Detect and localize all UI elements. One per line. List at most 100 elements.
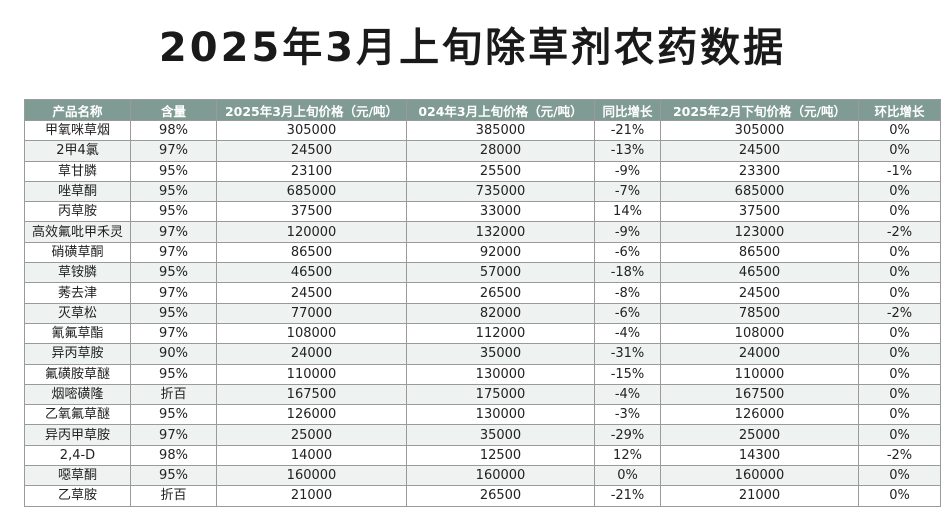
content-cell: 95% (130, 160, 217, 182)
yoy-growth-cell: -18% (594, 262, 661, 284)
table-row: 高效氟吡甲禾灵 97% 120000 132000 -9% 123000 -2% (24, 221, 941, 243)
price-2024-mar-early-cell: 92000 (406, 241, 595, 264)
content-cell: 98% (130, 444, 217, 467)
price-2025-mar-early-cell: 126000 (216, 404, 407, 426)
mom-growth-cell: 0% (858, 241, 941, 264)
table-row: 乙氧氟草醚 95% 126000 130000 -3% 126000 0% (24, 404, 941, 426)
table-row: 异丙草胺 90% 24000 35000 -31% 24000 0% (24, 343, 941, 365)
mom-growth-cell: 0% (858, 485, 941, 507)
product-name-cell: 灭草松 (24, 302, 131, 324)
yoy-growth-cell: -31% (594, 343, 661, 365)
product-name-cell: 草铵膦 (24, 262, 131, 284)
yoy-growth-cell: -15% (594, 363, 661, 385)
content-cell: 95% (130, 363, 217, 385)
header-price-2024-mar-early: 024年3月上旬价格（元/吨） (406, 99, 595, 121)
table-row: 2,4-D 98% 14000 12500 12% 14300 -2% (24, 444, 941, 467)
price-2025-feb-late-cell: 685000 (660, 180, 859, 203)
price-2025-mar-early-cell: 23100 (216, 160, 407, 182)
price-2024-mar-early-cell: 385000 (406, 119, 595, 142)
mom-growth-cell: 0% (858, 404, 941, 426)
price-2025-mar-early-cell: 77000 (216, 302, 407, 324)
mom-growth-cell: 0% (858, 140, 941, 162)
price-2025-mar-early-cell: 86500 (216, 241, 407, 264)
price-2024-mar-early-cell: 112000 (406, 322, 595, 345)
header-yoy-growth: 同比增长 (594, 99, 661, 121)
table-row: 丙草胺 95% 37500 33000 14% 37500 0% (24, 201, 941, 223)
price-2025-mar-early-cell: 21000 (216, 485, 407, 507)
product-name-cell: 硝磺草酮 (24, 241, 131, 264)
mom-growth-cell: 0% (858, 465, 941, 487)
content-cell: 97% (130, 221, 217, 243)
table-row: 2甲4氯 97% 24500 28000 -13% 24500 0% (24, 140, 941, 162)
content-cell: 97% (130, 322, 217, 345)
price-2024-mar-early-cell: 12500 (406, 444, 595, 467)
mom-growth-cell: 0% (858, 383, 941, 406)
content-cell: 95% (130, 262, 217, 284)
yoy-growth-cell: -6% (594, 302, 661, 324)
table-row: 烟嘧磺隆 折百 167500 175000 -4% 167500 0% (24, 383, 941, 406)
table-row: 草铵膦 95% 46500 57000 -18% 46500 0% (24, 262, 941, 284)
price-2024-mar-early-cell: 57000 (406, 262, 595, 284)
price-2024-mar-early-cell: 130000 (406, 404, 595, 426)
mom-growth-cell: 0% (858, 282, 941, 304)
product-name-cell: 异丙草胺 (24, 343, 131, 365)
header-content: 含量 (130, 99, 217, 121)
price-2025-feb-late-cell: 24500 (660, 282, 859, 304)
yoy-growth-cell: -8% (594, 282, 661, 304)
price-2025-feb-late-cell: 126000 (660, 404, 859, 426)
table-body: 甲氧咪草烟 98% 305000 385000 -21% 305000 0% 2甲4氯 97% 2… (24, 119, 941, 507)
mom-growth-cell: 0% (858, 322, 941, 345)
content-cell: 97% (130, 424, 217, 446)
content-cell: 95% (130, 302, 217, 324)
table-row: 氰氟草酯 97% 108000 112000 -4% 108000 0% (24, 322, 941, 345)
content-cell: 90% (130, 343, 217, 365)
mom-growth-cell: 0% (858, 262, 941, 284)
price-2025-feb-late-cell: 24000 (660, 343, 859, 365)
price-2025-feb-late-cell: 23300 (660, 160, 859, 182)
yoy-growth-cell: -4% (594, 383, 661, 406)
yoy-growth-cell: -13% (594, 140, 661, 162)
price-2025-feb-late-cell: 21000 (660, 485, 859, 507)
price-2025-feb-late-cell: 46500 (660, 262, 859, 284)
content-cell: 折百 (130, 383, 217, 406)
mom-growth-cell: -2% (858, 444, 941, 467)
price-2025-feb-late-cell: 160000 (660, 465, 859, 487)
price-2025-feb-late-cell: 123000 (660, 221, 859, 243)
content-cell: 折百 (130, 485, 217, 507)
product-name-cell: 氟磺胺草醚 (24, 363, 131, 385)
price-2025-feb-late-cell: 14300 (660, 444, 859, 467)
content-cell: 98% (130, 119, 217, 142)
price-2024-mar-early-cell: 735000 (406, 180, 595, 203)
yoy-growth-cell: -6% (594, 241, 661, 264)
header-price-2025-feb-late: 2025年2月下旬价格（元/吨） (660, 99, 859, 121)
product-name-cell: 唑草酮 (24, 180, 131, 203)
price-2025-mar-early-cell: 108000 (216, 322, 407, 345)
mom-growth-cell: 0% (858, 119, 941, 142)
content-cell: 95% (130, 201, 217, 223)
table-row: 灭草松 95% 77000 82000 -6% 78500 -2% (24, 302, 941, 324)
yoy-growth-cell: 0% (594, 465, 661, 487)
product-name-cell: 乙草胺 (24, 485, 131, 507)
page-title: 2025年3月上旬除草剂农药数据 (158, 25, 787, 71)
price-2025-mar-early-cell: 305000 (216, 119, 407, 142)
price-2025-mar-early-cell: 24000 (216, 343, 407, 365)
price-2025-mar-early-cell: 37500 (216, 201, 407, 223)
header-mom-growth: 环比增长 (858, 99, 941, 121)
price-2024-mar-early-cell: 35000 (406, 424, 595, 446)
table-row: 草甘膦 95% 23100 25500 -9% 23300 -1% (24, 160, 941, 182)
table-row: 氟磺胺草醚 95% 110000 130000 -15% 110000 0% (24, 363, 941, 385)
yoy-growth-cell: -21% (594, 119, 661, 142)
table-row: 硝磺草酮 97% 86500 92000 -6% 86500 0% (24, 241, 941, 264)
yoy-growth-cell: 14% (594, 201, 661, 223)
content-cell: 95% (130, 180, 217, 203)
table-row: 噁草酮 95% 160000 160000 0% 160000 0% (24, 465, 941, 487)
product-name-cell: 高效氟吡甲禾灵 (24, 221, 131, 243)
content-cell: 95% (130, 465, 217, 487)
price-2025-feb-late-cell: 167500 (660, 383, 859, 406)
table-row: 唑草酮 95% 685000 735000 -7% 685000 0% (24, 180, 941, 203)
yoy-growth-cell: -9% (594, 160, 661, 182)
price-2025-feb-late-cell: 37500 (660, 201, 859, 223)
product-name-cell: 异丙甲草胺 (24, 424, 131, 446)
price-2024-mar-early-cell: 175000 (406, 383, 595, 406)
product-name-cell: 噁草酮 (24, 465, 131, 487)
